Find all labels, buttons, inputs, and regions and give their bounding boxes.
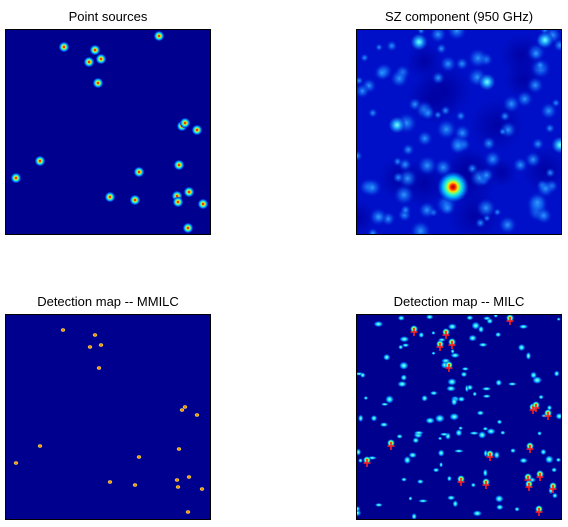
point-sources-map: [5, 29, 211, 235]
panel-title: Point sources: [68, 9, 148, 24]
panel-title: Detection map -- MILC: [393, 294, 525, 309]
detection-mmilc-image: [13, 327, 205, 515]
detection-mmilc-map: [5, 314, 211, 520]
sz-component-image: [357, 30, 561, 234]
panel-title: SZ component (950 GHz): [384, 9, 534, 24]
sz-component-map: [356, 29, 562, 235]
detection-milc-image: [357, 315, 561, 519]
panel-title: Detection map -- MMILC: [37, 294, 179, 309]
detection-milc-map: [356, 314, 562, 520]
point-sources-image: [10, 30, 209, 234]
